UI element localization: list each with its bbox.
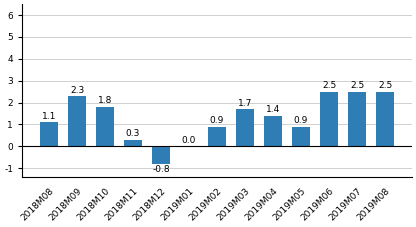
Text: 1.7: 1.7 xyxy=(238,99,252,108)
Text: 1.4: 1.4 xyxy=(266,105,280,114)
Bar xyxy=(292,127,310,146)
Text: 2.5: 2.5 xyxy=(378,81,392,90)
Text: 0.3: 0.3 xyxy=(126,129,140,138)
Text: 1.8: 1.8 xyxy=(98,96,112,105)
Text: 0.9: 0.9 xyxy=(210,116,224,125)
Text: 0.9: 0.9 xyxy=(294,116,308,125)
Bar xyxy=(264,116,282,146)
Bar xyxy=(320,92,338,146)
Text: -0.8: -0.8 xyxy=(152,165,170,174)
Text: 1.1: 1.1 xyxy=(42,112,56,121)
Bar xyxy=(40,122,58,146)
Text: 0.0: 0.0 xyxy=(182,136,196,145)
Bar xyxy=(376,92,394,146)
Bar xyxy=(124,140,142,146)
Bar xyxy=(208,127,226,146)
Bar xyxy=(348,92,366,146)
Text: 2.3: 2.3 xyxy=(70,86,84,94)
Text: 2.5: 2.5 xyxy=(322,81,336,90)
Bar xyxy=(152,146,170,164)
Bar xyxy=(68,96,86,146)
Bar xyxy=(236,109,254,146)
Bar xyxy=(96,107,114,146)
Text: 2.5: 2.5 xyxy=(350,81,364,90)
